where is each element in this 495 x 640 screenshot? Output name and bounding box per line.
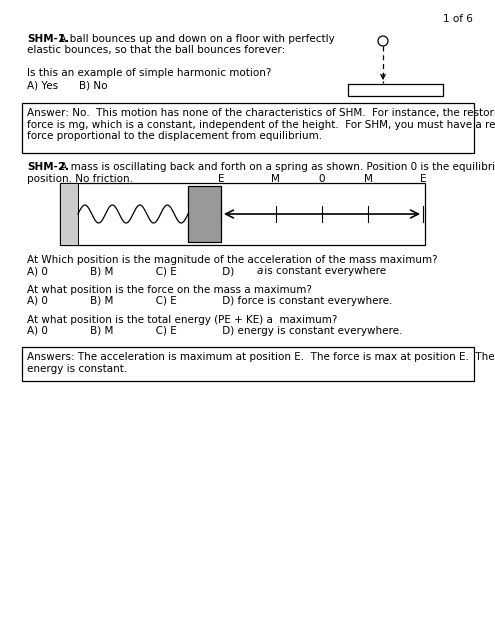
Text: force proportional to the displacement from equilibrium.: force proportional to the displacement f… [27,131,322,141]
Text: Is this an example of simple harmonic motion?: Is this an example of simple harmonic mo… [27,68,271,79]
Text: E: E [218,174,224,184]
Bar [22,347,474,381]
Text: energy is constant.: energy is constant. [27,364,127,374]
Bar [188,186,221,242]
Bar [60,183,78,245]
Text: B) No: B) No [79,80,107,90]
Bar [60,183,425,245]
Text: A ball bounces up and down on a floor with perfectly: A ball bounces up and down on a floor wi… [56,34,335,44]
Text: A) 0             B) M             C) E              D) energy is constant everyw: A) 0 B) M C) E D) energy is constant eve… [27,326,402,336]
Text: At what position is the total energy (PE + KE) a  maximum?: At what position is the total energy (PE… [27,315,338,325]
Text: Answer: No.  This motion has none of the characteristics of SHM.  For instance, : Answer: No. This motion has none of the … [27,108,495,118]
Text: M: M [271,174,280,184]
Text: A) 0             B) M             C) E              D): A) 0 B) M C) E D) [27,266,238,276]
Text: A) Yes: A) Yes [27,80,58,90]
Text: At what position is the force on the mass a maximum?: At what position is the force on the mas… [27,285,312,295]
Text: At Which position is the magnitude of the acceleration of the mass maximum?: At Which position is the magnitude of th… [27,255,438,265]
Text: elastic bounces, so that the ball bounces forever:: elastic bounces, so that the ball bounce… [27,45,285,56]
Text: Answers: The acceleration is maximum at position E.  The force is max at positio: Answers: The acceleration is maximum at … [27,352,495,362]
Text: 1 of 6: 1 of 6 [443,14,473,24]
Text: a: a [257,266,263,276]
Text: force is mg, which is a constant, independent of the height.  For SHM, you must : force is mg, which is a constant, indepe… [27,120,495,129]
Text: position. No friction.: position. No friction. [27,173,133,184]
Text: 0: 0 [319,174,325,184]
Bar [22,103,474,153]
Bar [348,84,443,96]
Text: A) 0             B) M             C) E              D) force is constant everywh: A) 0 B) M C) E D) force is constant ever… [27,296,393,307]
Text: is constant everywhere: is constant everywhere [261,266,387,276]
Text: SHM-1.: SHM-1. [27,34,69,44]
Text: SHM-2.: SHM-2. [27,162,69,172]
Text: A mass is oscillating back and forth on a spring as shown. Position 0 is the equ: A mass is oscillating back and forth on … [57,162,495,172]
Text: M: M [364,174,373,184]
Text: E: E [420,174,426,184]
